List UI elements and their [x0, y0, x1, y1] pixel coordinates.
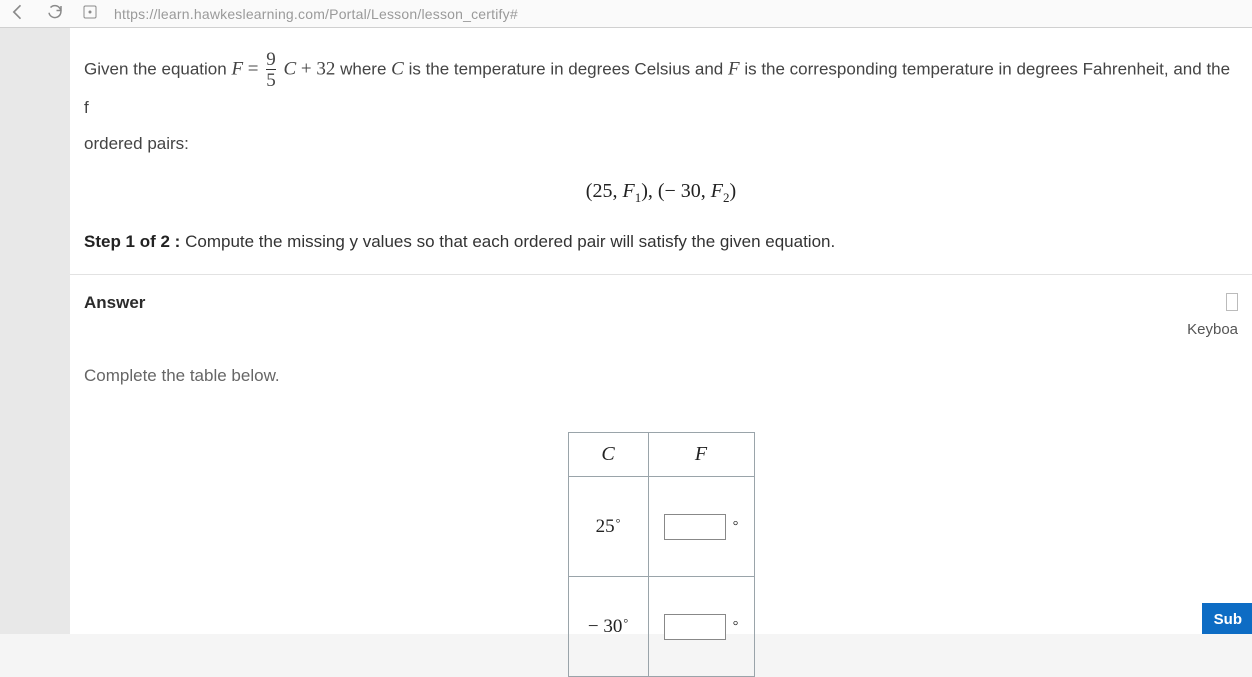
c-val-1: 25: [596, 516, 615, 537]
frac-den: 5: [266, 69, 276, 90]
equals: =: [248, 58, 263, 79]
cell-c-1: 25°: [568, 477, 648, 577]
pairs-close: ): [730, 180, 737, 202]
left-gutter: [0, 28, 70, 634]
f-input-1[interactable]: [664, 514, 726, 540]
complete-instruction: Complete the table below.: [84, 366, 1238, 386]
fraction-9-5: 9 5: [266, 50, 276, 90]
problem-lead: Given the equation: [84, 59, 231, 78]
cf-table: C F 25° ° − 30°: [568, 432, 755, 677]
deg-2: °: [623, 616, 628, 630]
table-row: − 30° °: [568, 577, 754, 677]
var-f: F: [231, 58, 243, 79]
where-text: where: [340, 59, 391, 78]
pairs-f1: F: [622, 180, 634, 202]
keyboard-area: Keyboa: [1187, 293, 1238, 338]
plus-32: + 32: [301, 58, 335, 79]
answer-heading: Answer: [84, 293, 145, 313]
pairs-mid: ), (− 30,: [641, 180, 711, 202]
deg-1: °: [616, 516, 621, 530]
c-desc: is the temperature in degrees Celsius an…: [409, 59, 728, 78]
var-c-2: C: [391, 58, 404, 79]
deg-f-1: °: [733, 519, 739, 535]
cell-f-1: °: [648, 477, 754, 577]
pairs-f2: F: [711, 180, 723, 202]
ordered-pairs-label: ordered pairs:: [84, 134, 189, 153]
table-row: 25° °: [568, 477, 754, 577]
submit-button[interactable]: Sub: [1202, 603, 1252, 634]
step-line: Step 1 of 2 : Compute the missing y valu…: [84, 232, 1238, 252]
pairs-open: (25,: [586, 180, 623, 202]
col-header-c: C: [568, 433, 648, 477]
f-input-2[interactable]: [664, 614, 726, 640]
back-icon[interactable]: [8, 2, 28, 25]
cell-f-2: °: [648, 577, 754, 677]
url-text: https://learn.hawkeslearning.com/Portal/…: [114, 6, 518, 22]
browser-toolbar: https://learn.hawkeslearning.com/Portal/…: [0, 0, 1252, 28]
step-label: Step 1 of 2 :: [84, 232, 180, 251]
lesson-content: Given the equation F = 9 5 C + 32 where …: [70, 28, 1252, 634]
deg-f-2: °: [733, 619, 739, 635]
var-f-2: F: [728, 58, 740, 79]
var-c: C: [284, 58, 297, 79]
ordered-pairs: (25, F1), (− 30, F2): [84, 180, 1238, 206]
step-text: Compute the missing y values so that eac…: [185, 232, 835, 251]
site-info-icon[interactable]: [82, 4, 98, 23]
c-val-2: − 30: [588, 616, 622, 637]
cell-c-2: − 30°: [568, 577, 648, 677]
keyboard-label: Keyboa: [1187, 321, 1238, 338]
reload-icon[interactable]: [46, 3, 64, 24]
problem-statement: Given the equation F = 9 5 C + 32 where …: [84, 50, 1238, 162]
keyboard-toggle-icon[interactable]: [1226, 293, 1238, 311]
frac-num: 9: [266, 50, 276, 69]
col-header-f: F: [648, 433, 754, 477]
